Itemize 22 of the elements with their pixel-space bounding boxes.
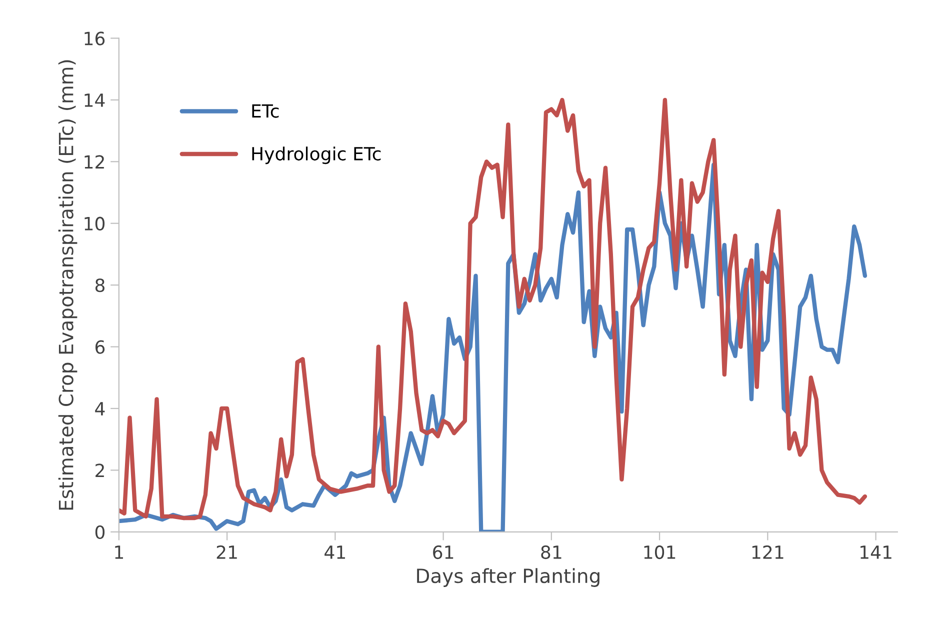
y-tick-label: 0	[95, 525, 105, 540]
y-tick-label: 4	[95, 402, 105, 416]
y-tick-label: 8	[95, 278, 104, 292]
legend-label: ETc	[252, 104, 279, 118]
y-tick-label: 12	[84, 155, 104, 168]
x-tick-label: 1	[115, 546, 123, 559]
x-tick-label: 21	[216, 545, 237, 559]
x-tick-label: 41	[324, 546, 345, 559]
y-tick-label: 6	[95, 340, 105, 354]
y-tick-label: 10	[84, 216, 105, 230]
x-axis-title: Days after Planting	[417, 568, 600, 587]
x-tick-label: 61	[433, 545, 454, 560]
x-tick-label: 141	[860, 546, 892, 559]
y-tick-label: 14	[84, 94, 105, 107]
y-tick-label: 2	[96, 464, 104, 478]
y-tick-label: 16	[84, 32, 105, 46]
line-series	[118, 98, 868, 520]
y-axis-title: Estimated Crop Evapotranspiration (ETc) (mm)	[58, 60, 78, 510]
x-tick-label: 101	[644, 545, 676, 560]
x-tick-label: 81	[541, 545, 562, 560]
x-tick-label: 121	[752, 545, 784, 559]
legend-label: Hydrologic ETc	[252, 146, 381, 164]
